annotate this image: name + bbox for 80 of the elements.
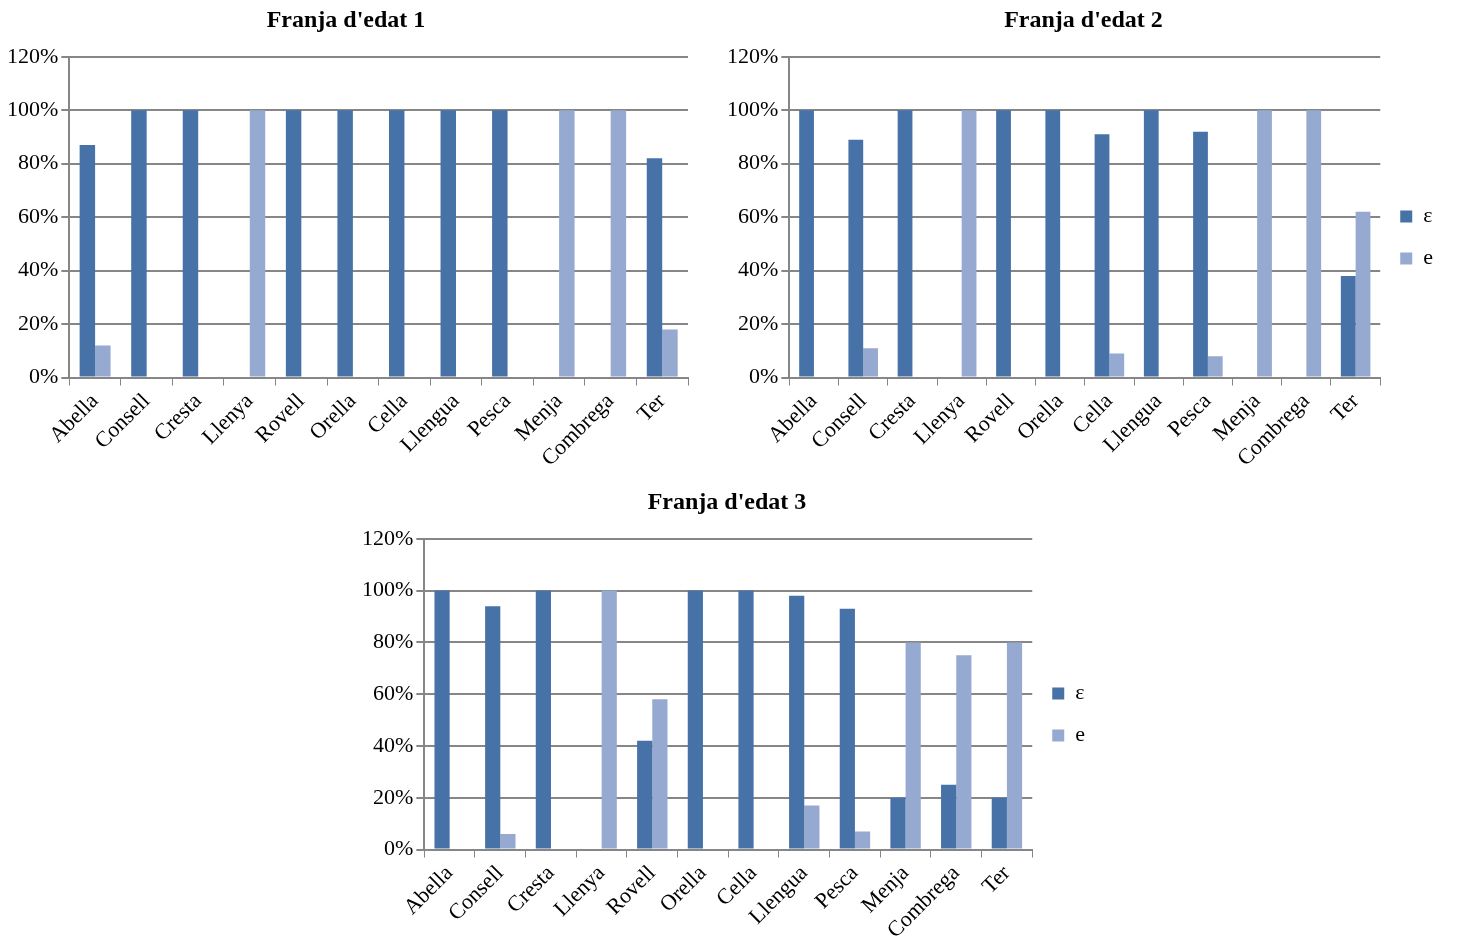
y-tick-label: 40% bbox=[373, 731, 414, 757]
bar bbox=[535, 590, 551, 849]
y-tick-label: 60% bbox=[738, 202, 779, 228]
bar bbox=[131, 110, 147, 377]
bar bbox=[1094, 134, 1110, 377]
bar bbox=[1045, 110, 1061, 377]
bar bbox=[961, 110, 977, 377]
y-tick-label: 120% bbox=[362, 524, 414, 550]
y-tick-label: 80% bbox=[373, 628, 414, 654]
legend-label: ε bbox=[1423, 202, 1433, 228]
x-tick-label: Ter bbox=[976, 859, 1015, 898]
y-tick-label: 100% bbox=[7, 96, 59, 122]
bar bbox=[1143, 110, 1159, 377]
bar bbox=[1306, 110, 1322, 377]
y-tick-label: 40% bbox=[18, 256, 59, 282]
bar bbox=[991, 797, 1007, 849]
bar bbox=[337, 110, 353, 377]
y-tick-label: 120% bbox=[7, 42, 59, 68]
y-tick-label: 20% bbox=[738, 309, 779, 335]
y-tick-label: 120% bbox=[727, 42, 779, 68]
bar bbox=[1006, 642, 1023, 849]
chart-title: Franja d'edat 3 bbox=[647, 487, 807, 514]
legend-label: e bbox=[1075, 721, 1085, 747]
bar bbox=[492, 110, 508, 377]
bar bbox=[890, 797, 906, 849]
bar bbox=[249, 110, 266, 377]
bar bbox=[79, 145, 96, 377]
bar bbox=[905, 642, 921, 849]
bar bbox=[1109, 353, 1125, 377]
chart-title: Franja d'edat 1 bbox=[266, 5, 426, 32]
y-tick-label: 80% bbox=[738, 149, 779, 175]
y-tick-label: 0% bbox=[384, 835, 414, 861]
x-tick-label: Ter bbox=[631, 387, 671, 426]
bar bbox=[95, 345, 111, 377]
bar bbox=[848, 139, 864, 377]
bar bbox=[652, 699, 668, 849]
bar bbox=[440, 110, 456, 377]
y-tick-label: 60% bbox=[373, 679, 414, 705]
bar bbox=[738, 590, 754, 849]
y-tick-label: 100% bbox=[727, 96, 779, 122]
bar bbox=[941, 784, 957, 849]
chart-title: Franja d'edat 2 bbox=[1004, 5, 1163, 32]
bar bbox=[839, 608, 855, 849]
bar bbox=[1193, 131, 1208, 377]
bar bbox=[434, 590, 450, 849]
bar bbox=[485, 606, 501, 849]
y-tick-label: 20% bbox=[18, 309, 59, 335]
y-tick-label: 40% bbox=[738, 256, 779, 282]
bar bbox=[897, 110, 913, 377]
bar bbox=[687, 590, 703, 849]
bar bbox=[854, 831, 871, 849]
y-tick-label: 80% bbox=[18, 149, 59, 175]
bar bbox=[182, 110, 199, 377]
bar bbox=[285, 110, 302, 377]
bar bbox=[799, 110, 814, 377]
bar bbox=[388, 110, 405, 377]
bar bbox=[646, 158, 663, 377]
bar bbox=[1355, 211, 1371, 377]
bar bbox=[789, 595, 805, 849]
bar bbox=[804, 805, 820, 849]
bar bbox=[1207, 356, 1223, 377]
bar bbox=[1257, 110, 1272, 377]
legend-label: e bbox=[1423, 244, 1433, 270]
y-tick-label: 60% bbox=[18, 202, 59, 228]
legend-label: ε bbox=[1075, 679, 1085, 705]
bar bbox=[637, 740, 653, 849]
bar bbox=[500, 834, 516, 849]
y-tick-label: 0% bbox=[29, 363, 59, 389]
bar bbox=[610, 110, 627, 377]
bar bbox=[601, 590, 617, 849]
y-tick-label: 100% bbox=[362, 576, 414, 602]
bar bbox=[1340, 275, 1356, 377]
bar bbox=[662, 329, 678, 377]
bar bbox=[956, 655, 972, 849]
x-tick-label: Ter bbox=[1325, 387, 1364, 426]
bar bbox=[863, 348, 878, 377]
y-tick-label: 0% bbox=[749, 363, 779, 389]
bar bbox=[559, 110, 575, 377]
bar bbox=[996, 110, 1011, 377]
y-tick-label: 20% bbox=[373, 783, 414, 809]
